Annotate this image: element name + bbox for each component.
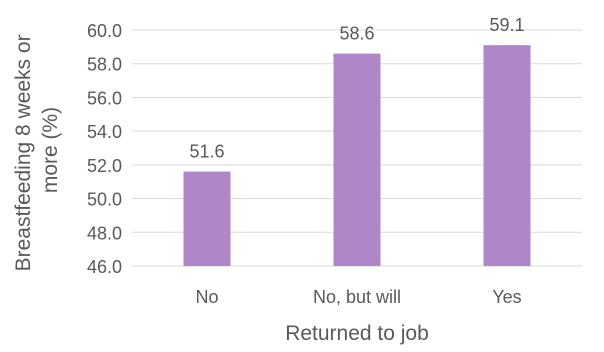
y-tick-label: 52.0 (87, 156, 122, 176)
y-axis-title-line-2: more (%) (39, 107, 62, 193)
data-label: 51.6 (189, 142, 224, 162)
bar (483, 45, 531, 266)
bar (333, 53, 381, 266)
y-tick-label: 50.0 (87, 190, 122, 210)
y-axis-title: Breastfeeding 8 weeks or more (%) (12, 29, 62, 272)
y-tick-label: 60.0 (87, 21, 122, 41)
data-labels: 51.6 58.6 59.1 (189, 15, 524, 161)
x-axis-tick-labels: No No, but will Yes (195, 287, 521, 307)
bars (183, 45, 531, 266)
y-axis-tick-labels: 46.0 48.0 50.0 52.0 54.0 56.0 58.0 60.0 (87, 21, 122, 277)
y-tick-label: 56.0 (87, 88, 122, 108)
y-tick-label: 46.0 (87, 257, 122, 277)
data-label: 58.6 (339, 24, 374, 44)
x-axis-title: Returned to job (285, 322, 429, 345)
data-label: 59.1 (489, 15, 524, 35)
y-tick-label: 58.0 (87, 55, 122, 75)
y-tick-label: 48.0 (87, 223, 122, 243)
x-tick-label: Yes (492, 287, 521, 307)
x-tick-label: No, but will (313, 287, 401, 307)
y-axis-title-line-1: Breastfeeding 8 weeks or (12, 34, 35, 271)
bar (183, 171, 231, 266)
y-tick-label: 54.0 (87, 122, 122, 142)
x-tick-label: No (195, 287, 218, 307)
